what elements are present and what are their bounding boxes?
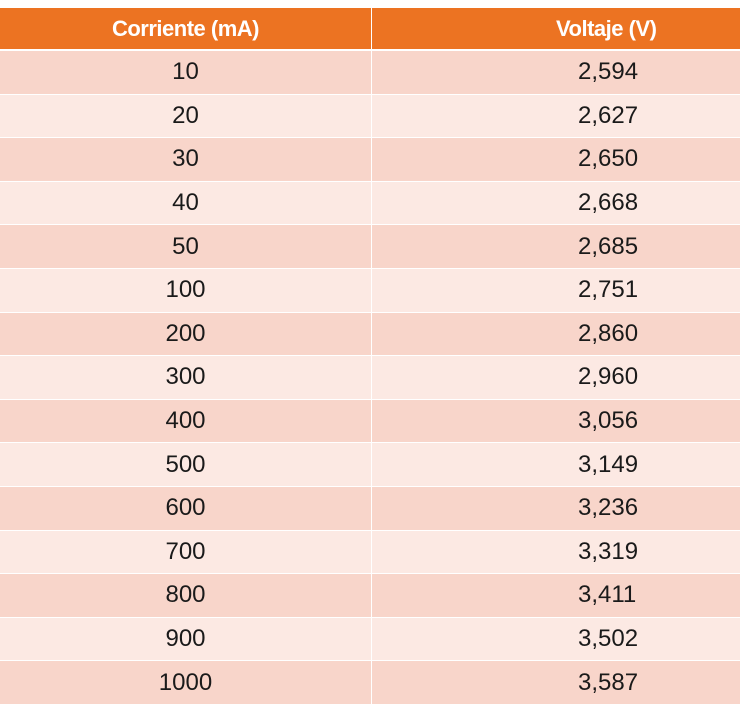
cell-voltage: 2,668 [578, 189, 639, 217]
table-row: 400 3,056 [0, 399, 740, 444]
cell-voltage: 3,236 [578, 494, 639, 522]
table-row: 30 2,650 [0, 138, 740, 182]
cell-current: 50 [0, 225, 372, 268]
cell-voltage: 2,860 [578, 319, 639, 347]
table-row: 50 2,685 [0, 225, 740, 269]
cell-voltage: 2,650 [578, 145, 639, 173]
cell-voltage: 3,056 [578, 407, 639, 435]
cell-current: 200 [0, 312, 372, 356]
cell-voltage: 2,751 [578, 276, 639, 304]
cell-current: 1000 [0, 661, 372, 704]
cell-voltage: 2,960 [578, 363, 639, 391]
header-current: Corriente (mA) [0, 8, 372, 49]
header-voltage: Voltaje (V) [556, 15, 657, 41]
cell-voltage: 2,685 [578, 232, 639, 260]
table-row: 700 3,319 [0, 530, 740, 575]
table-row: 40 2,668 [0, 181, 740, 226]
cell-current: 600 [0, 486, 372, 530]
cell-current: 10 [0, 51, 372, 94]
cell-current: 100 [0, 268, 372, 312]
cell-voltage: 3,319 [578, 537, 639, 565]
cell-current: 800 [0, 574, 372, 617]
table-row: 100 2,751 [0, 268, 740, 313]
table-row: 900 3,502 [0, 617, 740, 662]
cell-current: 30 [0, 138, 372, 181]
cell-current: 400 [0, 399, 372, 443]
table-row: 300 2,960 [0, 356, 740, 400]
table-body: 10 2,594 20 2,627 30 2,650 40 2,668 50 2,685 100 2,… [0, 51, 740, 705]
table-row: 500 3,149 [0, 443, 740, 487]
cell-voltage: 2,594 [578, 58, 639, 86]
table-row: 10 2,594 [0, 51, 740, 95]
table-row: 1000 3,587 [0, 661, 740, 705]
cell-current: 40 [0, 181, 372, 225]
cell-current: 500 [0, 443, 372, 486]
cell-current: 300 [0, 356, 372, 399]
table-header: Corriente (mA) Voltaje (V) [0, 8, 740, 51]
table-row: 20 2,627 [0, 94, 740, 139]
cell-current: 700 [0, 530, 372, 574]
cell-voltage: 3,149 [578, 450, 639, 478]
cell-current: 900 [0, 617, 372, 661]
cell-voltage: 2,627 [578, 101, 639, 129]
cell-voltage: 3,411 [578, 581, 637, 609]
cell-current: 20 [0, 94, 372, 138]
cell-voltage: 3,587 [578, 668, 639, 696]
table-row: 600 3,236 [0, 486, 740, 531]
table-row: 800 3,411 [0, 574, 740, 618]
data-table: Corriente (mA) Voltaje (V) 10 2,594 20 2,62… [0, 8, 740, 705]
table-row: 200 2,860 [0, 312, 740, 357]
cell-voltage: 3,502 [578, 625, 639, 653]
